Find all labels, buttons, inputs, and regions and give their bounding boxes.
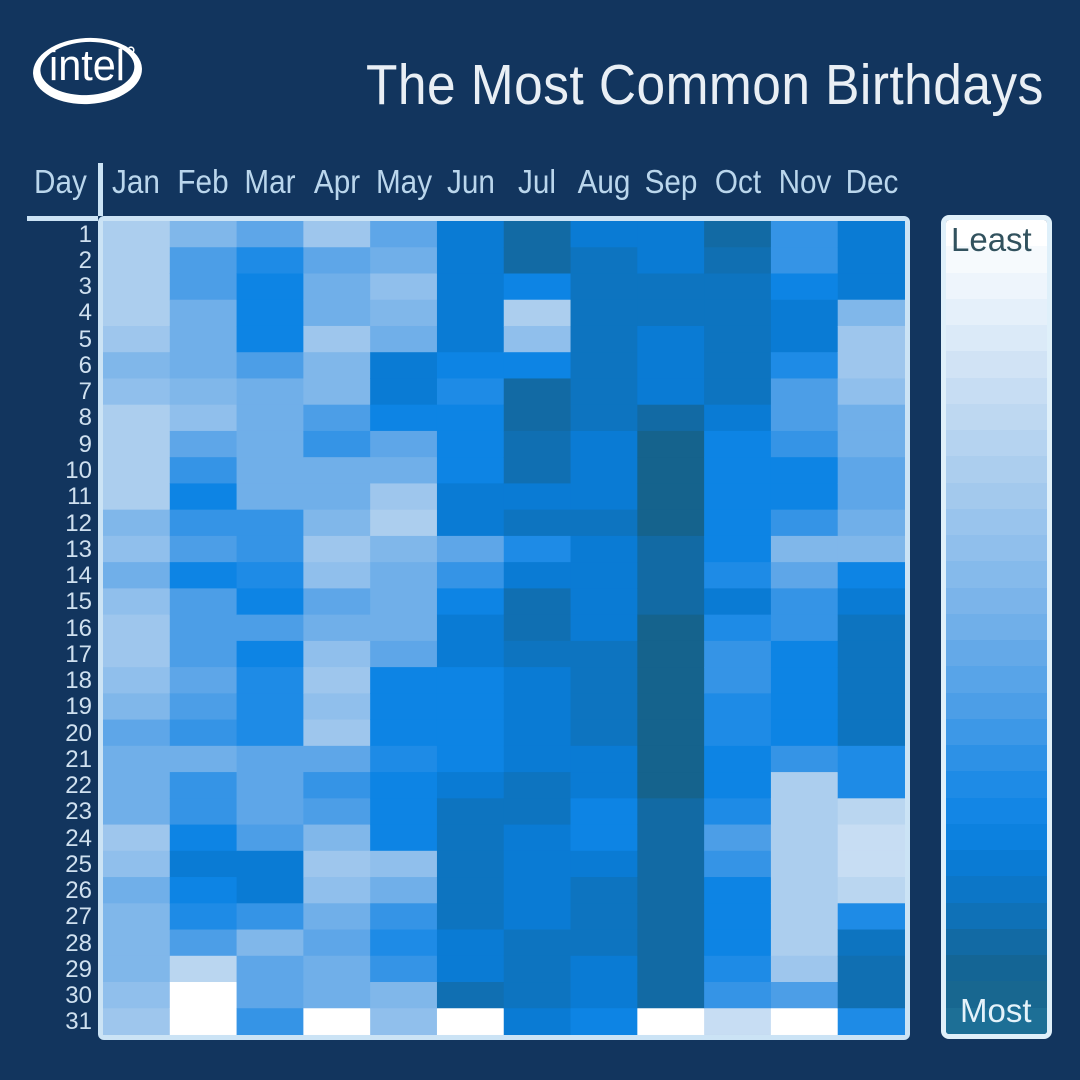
svg-text:intel: intel — [49, 41, 125, 90]
